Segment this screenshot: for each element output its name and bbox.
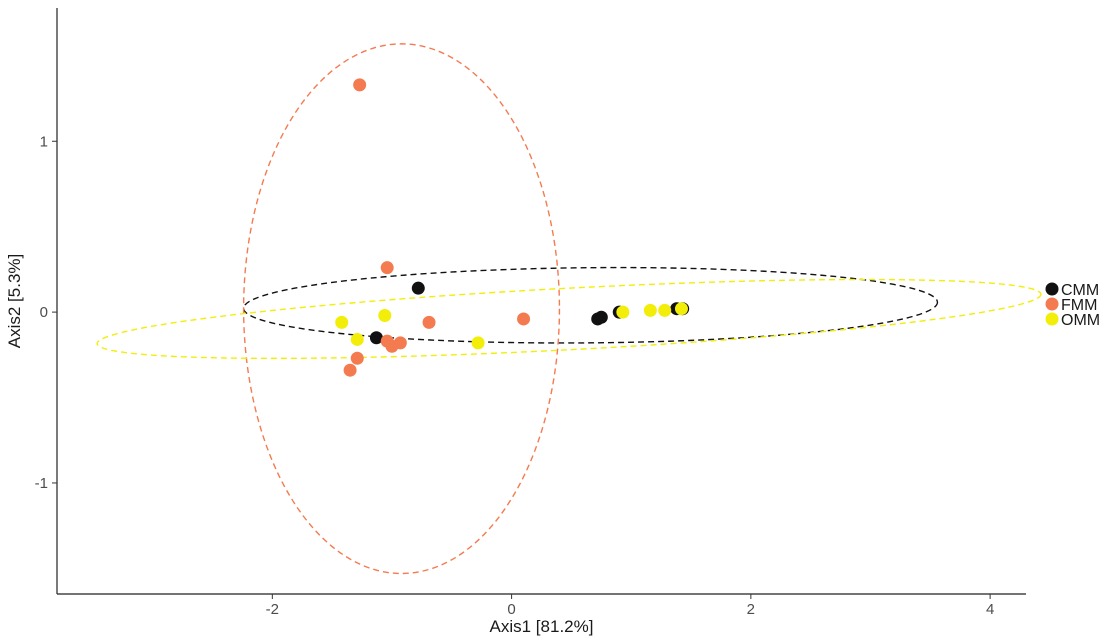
x-tick-label: 2 [747,601,755,618]
data-points [335,78,690,377]
x-tick-label: 4 [986,601,994,618]
point-cmm [594,310,608,324]
confidence-ellipses [96,43,1042,575]
point-omm [335,315,349,329]
legend-label-cmm: CMM [1061,282,1099,299]
x-tick-label: 0 [507,601,515,618]
point-fmm [380,261,394,275]
legend-marker-cmm [1045,282,1059,296]
point-fmm [350,351,364,365]
y-tick-label: 1 [40,133,48,150]
x-axis-ticks: -2 0 2 4 [266,594,994,618]
point-omm [616,305,630,319]
point-fmm [393,336,407,350]
point-fmm [353,78,367,92]
y-axis-ticks: -1 0 1 [35,133,57,492]
legend-label-omm: OMM [1061,312,1100,329]
point-omm [658,303,672,317]
point-omm [378,309,392,323]
point-cmm [411,281,425,295]
point-omm [643,303,657,317]
legend-marker-omm [1045,312,1059,326]
point-cmm [369,331,383,345]
x-tick-label: -2 [266,601,279,618]
point-fmm [343,363,357,377]
y-axis-title: Axis2 [5.3%] [5,254,24,349]
y-tick-label: -1 [35,475,48,492]
ellipse-cmm [242,266,939,344]
y-tick-label: 0 [40,304,48,321]
point-omm [350,332,364,346]
point-omm [674,302,688,316]
ellipse-omm [96,278,1042,360]
x-axis-title: Axis1 [81.2%] [490,617,594,636]
legend-marker-fmm [1045,297,1059,311]
point-omm [471,336,485,350]
ellipse-fmm [242,43,561,575]
point-fmm [517,312,531,326]
legend-label-fmm: FMM [1061,297,1097,314]
point-fmm [422,315,436,329]
